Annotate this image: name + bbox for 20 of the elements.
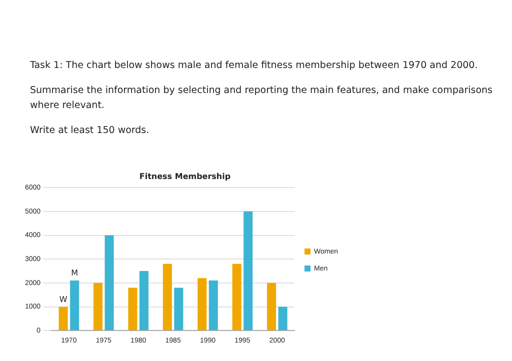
- annotation: W: [59, 294, 68, 304]
- text: Summarise the information by selecting and reporting the main features, and make comparisons where relevant.: [30, 84, 494, 113]
- bar: [198, 278, 207, 330]
- bar: [58, 306, 68, 330]
- bar: [174, 288, 184, 330]
- text: Task 1: The chart below shows male and female fitness membership between 1970 and 2000.: [30, 59, 479, 73]
- bar: [208, 280, 218, 330]
- bar: [244, 211, 253, 330]
- bar: [139, 271, 148, 330]
- bar: [267, 282, 276, 330]
- bar: [232, 264, 242, 330]
- bar: [104, 235, 114, 330]
- bar: [162, 264, 172, 330]
- bar: [278, 306, 288, 330]
- text: Write at least 150 words.: [30, 124, 150, 138]
- bar: [128, 288, 138, 330]
- bar: [70, 280, 80, 330]
- annotation: M: [71, 268, 78, 278]
- bar: [93, 282, 103, 330]
- chart-title: Fitness Membership: [139, 172, 231, 181]
